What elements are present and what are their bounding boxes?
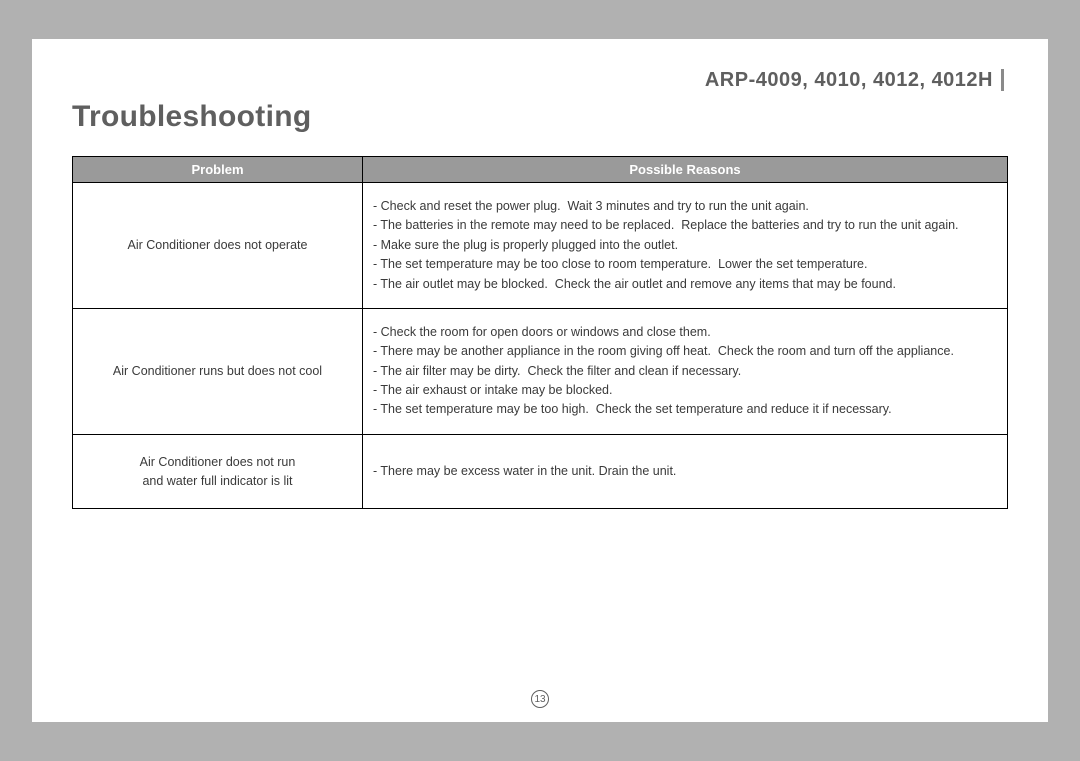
- table-header: Problem Possible Reasons: [73, 157, 1008, 183]
- section-title: Troubleshooting: [72, 100, 1008, 134]
- table-row: Air Conditioner does not operate - Check …: [73, 183, 1008, 309]
- model-number-text: ARP-4009, 4010, 4012, 4012H: [705, 69, 1004, 91]
- cell-problem: Air Conditioner does not operate: [73, 183, 363, 309]
- table-row: Air Conditioner does not runand water fu…: [73, 434, 1008, 509]
- cell-reasons: - Check the room for open doors or windo…: [363, 308, 1008, 434]
- cell-reasons: - Check and reset the power plug. Wait 3…: [363, 183, 1008, 309]
- model-number-header: ARP-4009, 4010, 4012, 4012H: [72, 69, 1008, 92]
- cell-problem: Air Conditioner does not runand water fu…: [73, 434, 363, 509]
- reason-line: - The air filter may be dirty. Check the…: [373, 362, 997, 381]
- reason-line: - There may be another appliance in the …: [373, 342, 997, 361]
- page-number: 13: [531, 690, 549, 708]
- table-body: Air Conditioner does not operate - Check …: [73, 183, 1008, 509]
- document-page: ARP-4009, 4010, 4012, 4012H Troubleshoot…: [32, 39, 1048, 722]
- reason-line: - The set temperature may be too high. C…: [373, 400, 997, 419]
- col-header-reasons: Possible Reasons: [363, 157, 1008, 183]
- reason-line: - The air exhaust or intake may be block…: [373, 381, 997, 400]
- cell-problem: Air Conditioner runs but does not cool: [73, 308, 363, 434]
- reason-line: - There may be excess water in the unit.…: [373, 462, 997, 481]
- reason-line: - Check the room for open doors or windo…: [373, 323, 997, 342]
- reason-line: - The batteries in the remote may need t…: [373, 216, 997, 235]
- table-row: Air Conditioner runs but does not cool - …: [73, 308, 1008, 434]
- reason-line: - Check and reset the power plug. Wait 3…: [373, 197, 997, 216]
- reason-line: - Make sure the plug is properly plugged…: [373, 236, 997, 255]
- reason-line: - The air outlet may be blocked. Check t…: [373, 275, 997, 294]
- troubleshooting-table: Problem Possible Reasons Air Conditioner…: [72, 156, 1008, 509]
- cell-reasons: - There may be excess water in the unit.…: [363, 434, 1008, 509]
- col-header-problem: Problem: [73, 157, 363, 183]
- reason-line: - The set temperature may be too close t…: [373, 255, 997, 274]
